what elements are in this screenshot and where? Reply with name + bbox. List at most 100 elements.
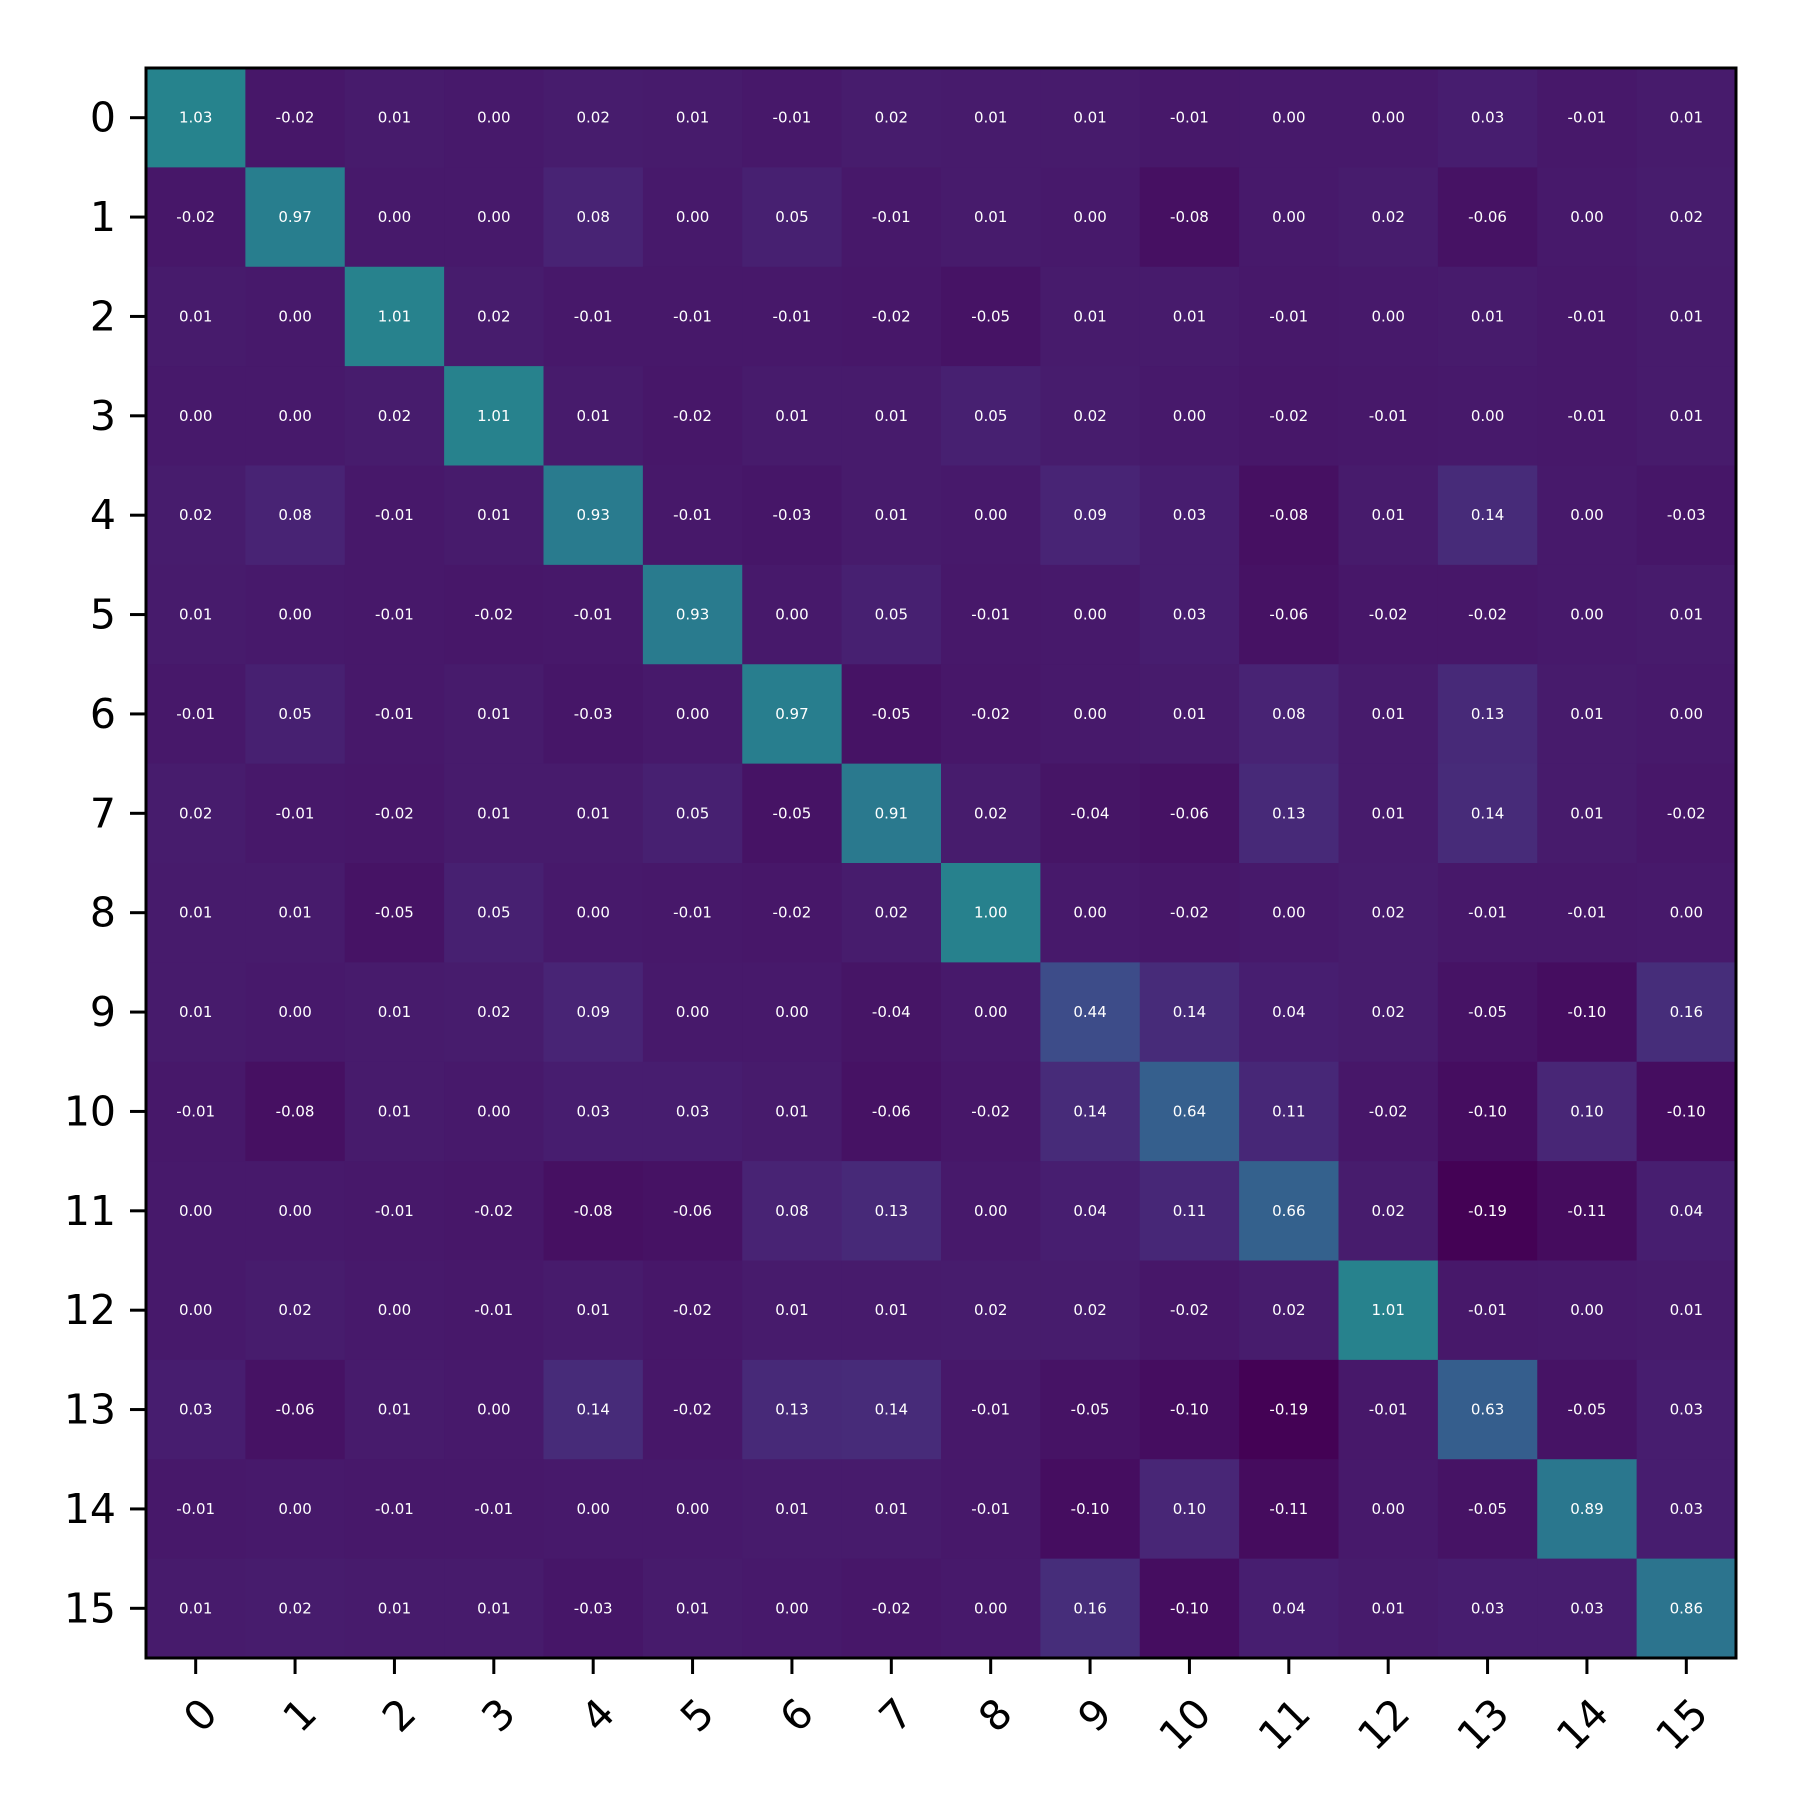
heatmap-cell-r5-c4 <box>543 564 644 665</box>
cell-value-label-r9-c13: -0.05 <box>1468 1003 1507 1021</box>
heatmap-cell-r8-c10 <box>1139 863 1240 963</box>
cell-value-label-r4-c4: 0.93 <box>576 506 609 524</box>
heatmap-cell-r14-c3 <box>444 1459 544 1560</box>
heatmap-cell-r8-c6 <box>742 863 843 963</box>
cell-value-label-r15-c10: -0.10 <box>1170 1599 1209 1617</box>
cell-value-label-r4-c3: 0.01 <box>477 506 510 524</box>
cell-value-label-r5-c10: 0.03 <box>1173 606 1206 624</box>
heatmap-cell-r2-c6 <box>742 266 843 367</box>
cell-value-label-r12-c10: -0.02 <box>1170 1301 1209 1319</box>
heatmap-cell-r13-c1 <box>245 1359 346 1460</box>
heatmap-cell-r8-c8 <box>941 863 1041 963</box>
cell-value-label-r15-c6: 0.00 <box>775 1599 808 1617</box>
heatmap-cell-r12-c2 <box>344 1260 445 1361</box>
heatmap-cell-r13-c0 <box>146 1359 246 1460</box>
cell-value-label-r4-c1: 0.08 <box>278 506 311 524</box>
cell-value-label-r6-c7: -0.05 <box>872 705 911 723</box>
heatmap-cell-r7-c4 <box>543 763 644 864</box>
heatmap-cell-r7-c7 <box>841 763 942 864</box>
cell-value-label-r10-c8: -0.02 <box>971 1102 1010 1120</box>
cell-value-label-r12-c7: 0.01 <box>875 1301 908 1319</box>
heatmap-cell-r7-c14 <box>1537 763 1638 864</box>
cell-value-label-r10-c14: 0.10 <box>1570 1102 1603 1120</box>
heatmap-cell-r3-c15 <box>1636 366 1737 466</box>
heatmap-cell-r1-c9 <box>1040 167 1141 268</box>
cell-value-label-r14-c0: -0.01 <box>176 1500 215 1518</box>
cell-value-label-r15-c13: 0.03 <box>1471 1599 1504 1617</box>
heatmap-cell-r2-c9 <box>1040 266 1141 367</box>
heatmap-cell-r10-c6 <box>742 1061 843 1162</box>
heatmap-cell-r3-c10 <box>1139 366 1240 466</box>
x-tick-label: 14 <box>1547 1689 1618 1760</box>
cell-value-label-r0-c6: -0.01 <box>773 109 812 127</box>
cell-value-label-r3-c0: 0.00 <box>179 407 212 425</box>
cell-value-label-r4-c0: 0.02 <box>179 506 212 524</box>
y-tick-label: 15 <box>64 1584 116 1632</box>
heatmap-cell-r15-c7 <box>841 1558 942 1659</box>
x-tick-label: 12 <box>1348 1689 1419 1760</box>
heatmap-cell-r6-c11 <box>1239 664 1339 765</box>
cell-value-label-r12-c8: 0.02 <box>974 1301 1007 1319</box>
cell-value-label-r15-c2: 0.01 <box>378 1599 411 1617</box>
heatmap-cell-r15-c11 <box>1239 1558 1339 1659</box>
cell-value-label-r2-c4: -0.01 <box>574 307 613 325</box>
cell-value-label-r7-c12: 0.01 <box>1371 804 1404 822</box>
y-tick-label: 14 <box>64 1485 116 1533</box>
heatmap-cell-r5-c0 <box>146 564 246 665</box>
heatmap-cell-r4-c7 <box>841 465 942 566</box>
cell-value-label-r3-c13: 0.00 <box>1471 407 1504 425</box>
cell-value-label-r4-c5: -0.01 <box>673 506 712 524</box>
cell-value-label-r6-c5: 0.00 <box>676 705 709 723</box>
heatmap-cell-r8-c0 <box>146 863 246 963</box>
heatmap-cell-r1-c5 <box>642 167 743 268</box>
cell-value-label-r13-c14: -0.05 <box>1568 1401 1607 1419</box>
heatmap-cell-r10-c12 <box>1338 1061 1439 1162</box>
cell-value-label-r0-c1: -0.02 <box>276 109 315 127</box>
heatmap-cell-r2-c14 <box>1537 266 1638 367</box>
cell-value-label-r9-c4: 0.09 <box>576 1003 609 1021</box>
y-tick-label: 3 <box>90 392 116 440</box>
cell-value-label-r2-c14: -0.01 <box>1568 307 1607 325</box>
cell-value-label-r10-c7: -0.06 <box>872 1102 911 1120</box>
heatmap-cell-r7-c2 <box>344 763 445 864</box>
heatmap-cell-r7-c13 <box>1437 763 1538 864</box>
cell-value-label-r8-c5: -0.01 <box>673 904 712 922</box>
heatmap-cell-r3-c4 <box>543 366 644 466</box>
heatmap-cell-r3-c11 <box>1239 366 1339 466</box>
cell-value-label-r15-c7: -0.02 <box>872 1599 911 1617</box>
cell-value-label-r15-c5: 0.01 <box>676 1599 709 1617</box>
cell-value-label-r1-c10: -0.08 <box>1170 208 1209 226</box>
cell-value-label-r10-c6: 0.01 <box>775 1102 808 1120</box>
cell-value-label-r9-c6: 0.00 <box>775 1003 808 1021</box>
cell-value-label-r6-c4: -0.03 <box>574 705 613 723</box>
x-tick-label: 2 <box>373 1689 425 1741</box>
heatmap-cell-r11-c10 <box>1139 1161 1240 1261</box>
heatmap-cell-r8-c5 <box>642 863 743 963</box>
x-tick-label: 7 <box>870 1689 922 1741</box>
cell-value-label-r0-c0: 1.03 <box>179 109 212 127</box>
heatmap-cell-r15-c12 <box>1338 1558 1439 1659</box>
cell-value-label-r3-c9: 0.02 <box>1073 407 1106 425</box>
heatmap-cell-r9-c13 <box>1437 962 1538 1063</box>
heatmap-cell-r15-c9 <box>1040 1558 1141 1659</box>
cell-value-label-r7-c1: -0.01 <box>276 804 315 822</box>
cell-value-label-r12-c0: 0.00 <box>179 1301 212 1319</box>
heatmap-cell-r1-c12 <box>1338 167 1439 268</box>
cell-value-label-r11-c0: 0.00 <box>179 1202 212 1220</box>
cell-value-label-r0-c2: 0.01 <box>378 109 411 127</box>
cell-value-label-r6-c1: 0.05 <box>278 705 311 723</box>
heatmap-cell-r7-c3 <box>444 763 544 864</box>
heatmap-cell-r13-c2 <box>344 1359 445 1460</box>
heatmap-cell-r1-c6 <box>742 167 843 268</box>
heatmap-cell-r15-c3 <box>444 1558 544 1659</box>
heatmap-cell-r0-c10 <box>1139 68 1240 168</box>
heatmap-cell-r9-c9 <box>1040 962 1141 1063</box>
cell-value-label-r13-c9: -0.05 <box>1071 1401 1110 1419</box>
heatmap-cell-r11-c14 <box>1537 1161 1638 1261</box>
x-tick-label: 10 <box>1150 1689 1221 1760</box>
heatmap-cell-r3-c7 <box>841 366 942 466</box>
heatmap-cell-r14-c13 <box>1437 1459 1538 1560</box>
cell-value-label-r5-c14: 0.00 <box>1570 606 1603 624</box>
heatmap-cell-r11-c15 <box>1636 1161 1737 1261</box>
heatmap-cell-r5-c1 <box>245 564 346 665</box>
